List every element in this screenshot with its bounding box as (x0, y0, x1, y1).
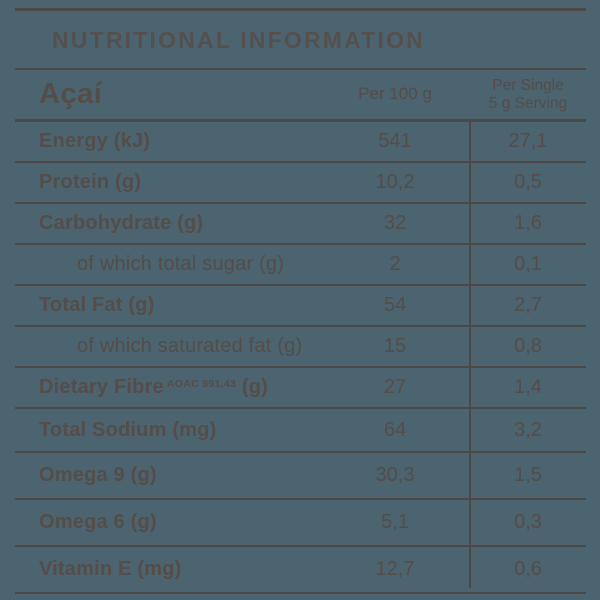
product-name: Açaí (39, 78, 103, 110)
per-serving-value: 1,4 (514, 376, 542, 398)
nutrient-label-suffix: (g) (236, 376, 269, 398)
table-row: of which total sugar (g) 2 0,1 (15, 245, 586, 286)
nutrient-label: of which total sugar (g) (15, 253, 320, 276)
nutrient-label-text: Omega 9 (g) (39, 464, 157, 486)
nutrient-label: Protein (g) (15, 171, 320, 194)
table-row: Total Fat (g) 54 2,7 (15, 286, 586, 327)
page-title: NUTRITIONAL INFORMATION (52, 27, 425, 53)
per-100g-value: 30,3 (375, 464, 415, 486)
nutrient-label: Omega 6 (g) (15, 511, 320, 534)
nutrient-label: Energy (kJ) (15, 130, 320, 153)
nutrient-label: Total Fat (g) (15, 294, 320, 317)
table-row: Energy (kJ) 541 27,1 (15, 122, 586, 163)
table-row: of which saturated fat (g) 15 0,8 (15, 327, 586, 368)
nutrient-label-text: Dietary Fibre (39, 376, 164, 398)
nutrient-label: Dietary Fibre AOAC 991,43 (g) (15, 376, 320, 399)
table-row: Total Sodium (mg) 64 3,2 (15, 409, 586, 453)
per-100g-value: 5,1 (381, 511, 409, 533)
col-header-per-100g: Per 100 g (358, 84, 432, 104)
per-serving-value: 1,5 (514, 464, 542, 486)
nutrient-label-text: Carbohydrate (g) (39, 212, 204, 234)
nutrient-label-text: Omega 6 (g) (39, 511, 157, 533)
nutrient-label-text: of which saturated fat (g) (77, 335, 303, 357)
nutrient-label-text: Total Fat (g) (39, 294, 155, 316)
per-100g-value: 32 (383, 212, 407, 234)
per-serving-value: 0,8 (514, 335, 542, 357)
per-100g-value: 27 (383, 376, 407, 398)
nutrient-label-text: of which total sugar (g) (77, 253, 285, 275)
nutrient-label-text: Energy (kJ) (39, 130, 151, 152)
per-100g-value: 2 (389, 253, 401, 275)
per-100g-value: 54 (383, 294, 407, 316)
per-serving-value: 0,6 (514, 558, 542, 580)
per-serving-value: 0,5 (514, 171, 542, 193)
per-100g-value: 12,7 (375, 558, 415, 580)
nutrient-label-text: Vitamin E (mg) (39, 558, 182, 580)
per-serving-value: 3,2 (514, 418, 542, 441)
title-rule (15, 68, 586, 70)
per-100g-value: 64 (383, 418, 407, 441)
table-row: Omega 6 (g) 5,1 0,3 (15, 500, 586, 547)
col-header-per-serving-line2: 5 g Serving (488, 94, 568, 112)
per-serving-value: 0,1 (514, 253, 542, 275)
nutrient-label: Total Sodium (mg) (15, 419, 320, 442)
table-row: Protein (g) 10,2 0,5 (15, 163, 586, 204)
col-header-per-serving-line1: Per Single (492, 77, 564, 95)
top-rule (15, 8, 586, 11)
nutrient-label: Omega 9 (g) (15, 464, 320, 487)
nutrient-label: of which saturated fat (g) (15, 335, 320, 358)
per-100g-value: 10,2 (375, 171, 415, 193)
table-row: Dietary Fibre AOAC 991,43 (g) 27 1,4 (15, 368, 586, 409)
per-100g-value: 15 (383, 335, 407, 357)
column-divider (469, 122, 471, 588)
per-100g-value: 541 (378, 130, 412, 152)
table-header-row: Açaí Per 100 g Per Single 5 g Serving (15, 70, 586, 122)
table-row: Vitamin E (mg) 12,7 0,6 (15, 547, 586, 594)
per-serving-value: 0,3 (514, 511, 542, 533)
table-row: Omega 9 (g) 30,3 1,5 (15, 453, 586, 500)
nutrient-label: Carbohydrate (g) (15, 212, 320, 235)
per-serving-value: 27,1 (508, 130, 548, 152)
nutrient-label-text: Total Sodium (mg) (39, 418, 217, 441)
nutrient-label-superscript: AOAC 991,43 (166, 378, 237, 390)
nutrient-label: Vitamin E (mg) (15, 558, 320, 581)
table-row: Carbohydrate (g) 32 1,6 (15, 204, 586, 245)
per-serving-value: 2,7 (514, 294, 542, 316)
nutrient-label-text: Protein (g) (39, 171, 142, 193)
per-serving-value: 1,6 (514, 212, 542, 234)
table-body: Energy (kJ) 541 27,1 Protein (g) 10,2 0,… (15, 122, 586, 594)
col-header-per-serving: Per Single 5 g Serving (470, 77, 586, 111)
